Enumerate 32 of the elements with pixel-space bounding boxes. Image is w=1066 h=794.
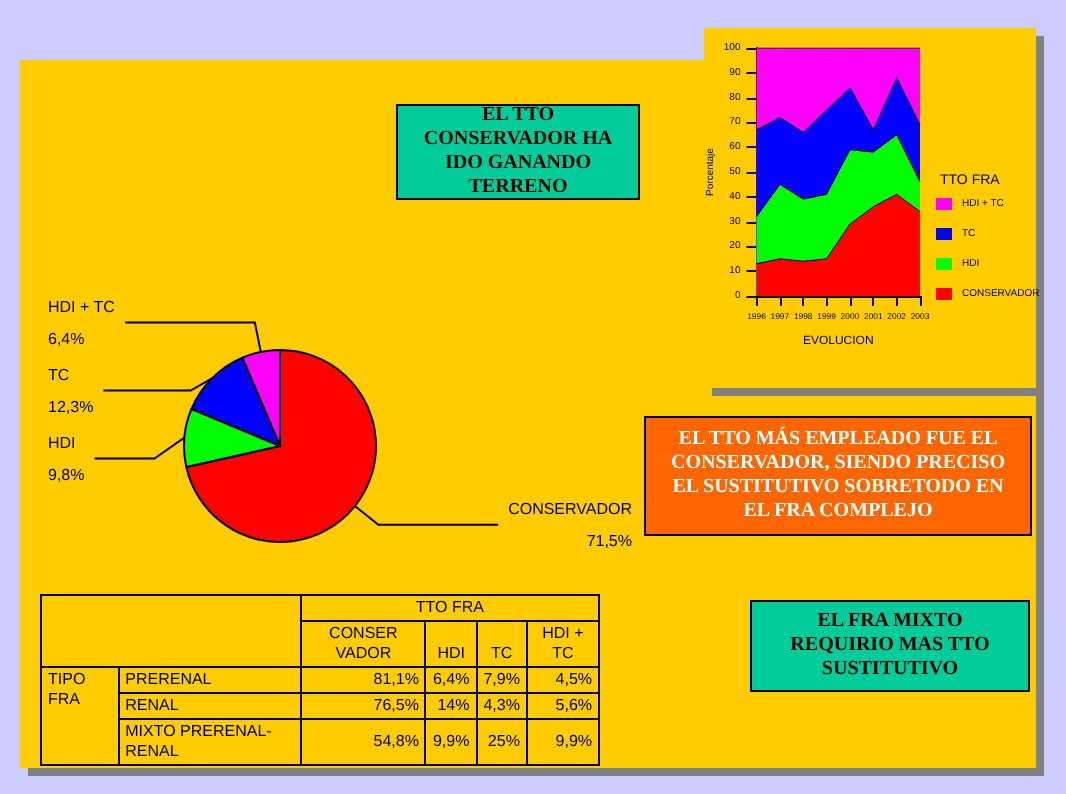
data-label: 4,5% xyxy=(526,667,599,693)
text: TIPO FRA xyxy=(41,667,119,765)
data-label: 9,9% xyxy=(526,719,599,765)
data-label: 54,8% xyxy=(300,719,426,765)
text: HDI + TC xyxy=(526,621,599,667)
slice-label: HDI + TC xyxy=(48,297,116,316)
data-label: 6,4% xyxy=(425,667,477,693)
text: EL TTO CONSERVADOR HA IDO GANANDO TERRENO xyxy=(396,104,640,200)
slice-label: CONSERVADOR xyxy=(508,499,633,518)
slice-label: TC xyxy=(48,365,70,384)
data-label: 71,5% xyxy=(586,531,632,550)
data-label: 81,1% xyxy=(300,667,426,693)
data-label: 6,4% xyxy=(48,329,85,348)
data-label: 4,3% xyxy=(476,693,527,719)
text: TC xyxy=(476,621,527,667)
category-label: PRERENAL xyxy=(118,667,301,693)
data-label: 25% xyxy=(476,719,527,765)
data-label: 12,3% xyxy=(48,397,94,416)
data-label: 5,6% xyxy=(526,693,599,719)
category-label: MIXTO PRERENAL-RENAL xyxy=(118,719,301,765)
data-label: 76,5% xyxy=(300,693,426,719)
text: CONSER VADOR xyxy=(300,621,426,667)
slice-label: HDI xyxy=(48,433,76,452)
data-label: 9,8% xyxy=(48,465,85,484)
data-label: 14% xyxy=(425,693,477,719)
category-label: RENAL xyxy=(118,693,301,719)
data-label: 7,9% xyxy=(476,667,527,693)
data-label: 9,9% xyxy=(425,719,477,765)
text: EL FRA MIXTO REQUIRIO MAS TTO SUSTITUTIVO xyxy=(750,600,1030,692)
text: EL TTO MÁS EMPLEADO FUE EL CONSERVADOR, SIENDO PRECISO EL SUSTITUTIVO SOBRETODO EN EL FRA COMPLEJO xyxy=(644,416,1032,536)
text: HDI xyxy=(425,621,477,667)
text: TTO FRA xyxy=(300,595,599,621)
